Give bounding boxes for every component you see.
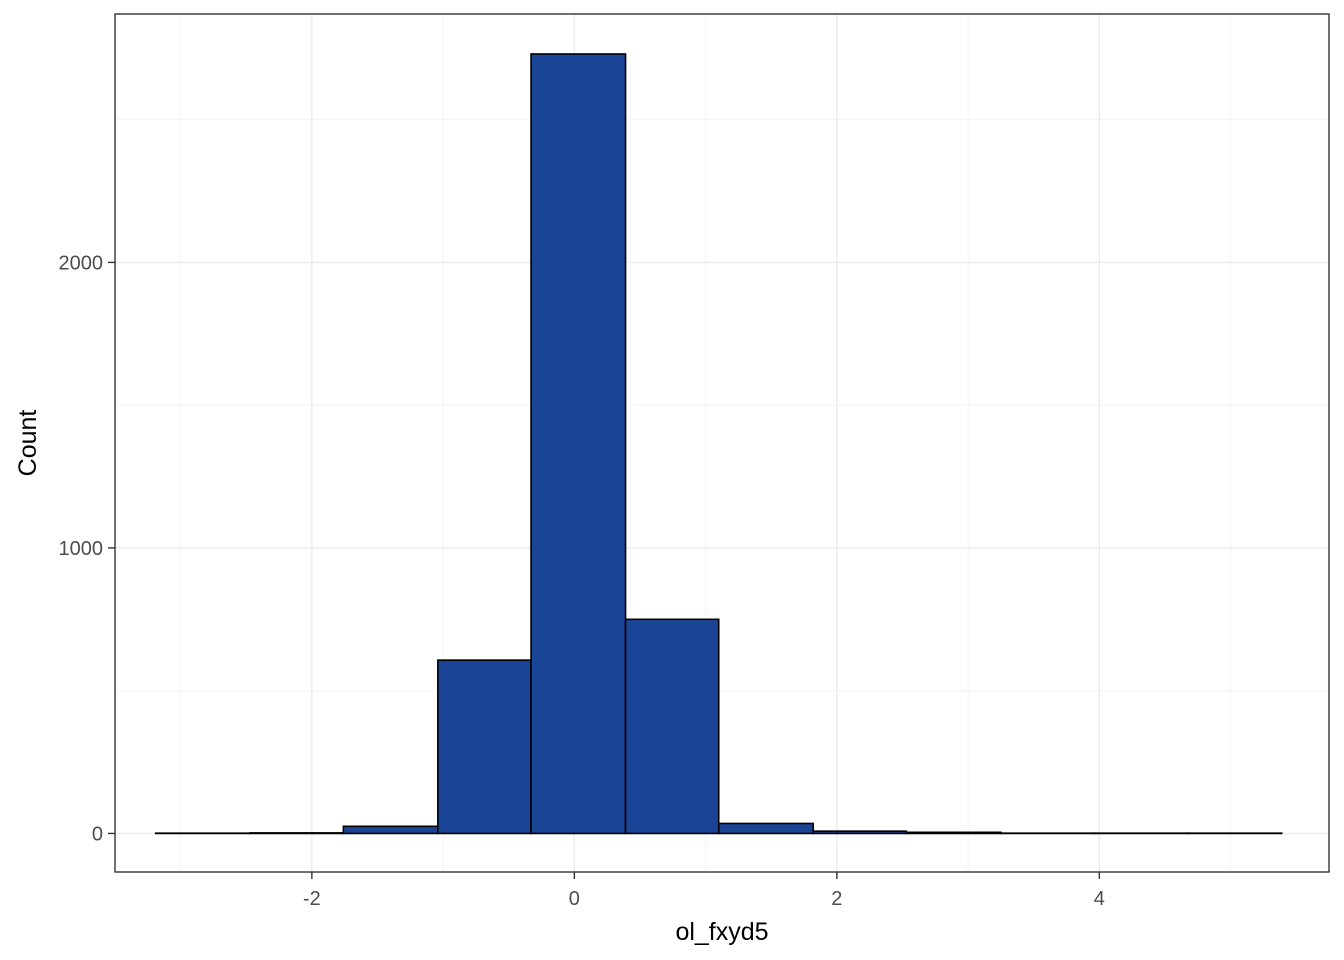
histogram-bar	[437, 659, 532, 835]
x-tick-label: 2	[831, 888, 842, 910]
histogram-bar	[812, 830, 908, 835]
x-tick-label: -2	[303, 888, 321, 910]
histogram-bar	[342, 825, 439, 835]
histogram-bars	[154, 53, 1283, 835]
histogram-bar	[249, 832, 345, 835]
x-tick-label: 4	[1094, 888, 1105, 910]
panel-background	[115, 14, 1329, 872]
panel-border	[114, 13, 1330, 873]
y-tick-label: 0	[92, 823, 103, 845]
histogram-bar	[717, 822, 815, 835]
histogram-bar	[530, 53, 627, 835]
x-tick-label: 0	[569, 888, 580, 910]
y-tick-label: 2000	[59, 252, 104, 274]
histogram-bar	[905, 831, 1002, 835]
histogram-bar	[624, 618, 720, 835]
axis-ticks: -2 0 2 4 0 1000 2000	[59, 252, 1105, 910]
y-axis-title: Count	[14, 410, 42, 477]
x-axis-title: ol_fxyd5	[675, 918, 768, 946]
y-tick-label: 1000	[59, 538, 104, 560]
